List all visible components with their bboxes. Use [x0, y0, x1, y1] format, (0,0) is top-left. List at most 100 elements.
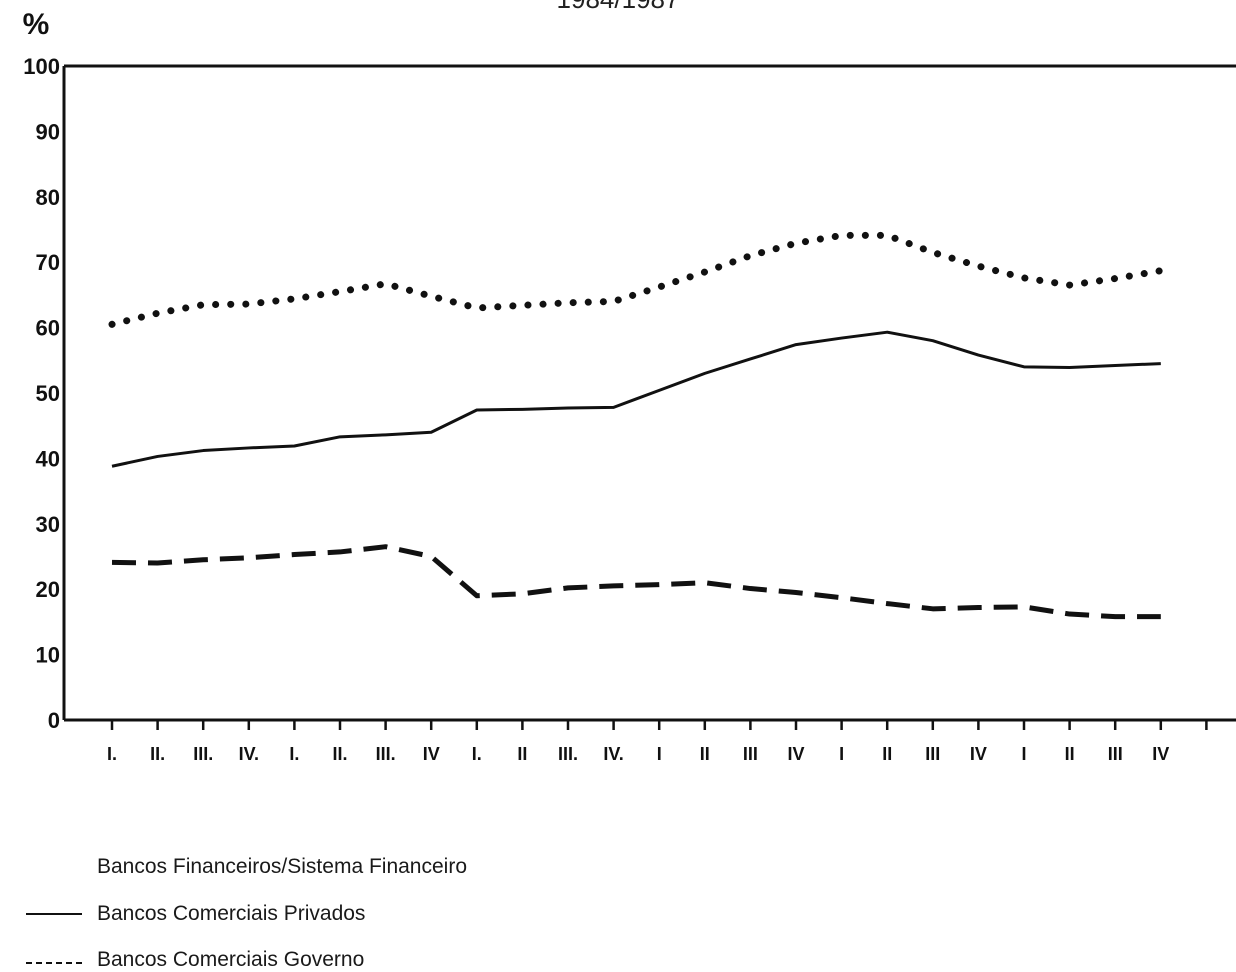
data-point — [337, 289, 343, 295]
x-tick-label: III. — [193, 744, 213, 764]
x-tick-label: IV. — [603, 744, 623, 764]
data-point — [519, 302, 525, 308]
legend-swatch-dashed — [26, 962, 82, 964]
data-point — [930, 606, 936, 612]
y-axis-unit-label: % — [23, 8, 50, 41]
x-tick-label: I — [657, 744, 662, 764]
data-point — [1112, 614, 1118, 620]
data-point — [565, 300, 571, 306]
chart-title: 1984/1987 — [0, 0, 1236, 15]
data-point — [656, 387, 662, 393]
x-tick-label: II — [517, 744, 527, 764]
data-point — [1112, 276, 1118, 282]
data-point — [428, 554, 434, 560]
data-point — [474, 407, 480, 413]
data-point — [656, 582, 662, 588]
data-point — [930, 249, 936, 255]
data-point — [975, 352, 981, 358]
data-point — [291, 552, 297, 558]
data-point — [337, 549, 343, 555]
data-point — [109, 321, 115, 327]
data-point — [839, 232, 845, 238]
data-point — [702, 580, 708, 586]
data-point — [1021, 604, 1027, 610]
x-tick-label: I. — [107, 744, 117, 764]
data-point — [200, 557, 206, 563]
data-point — [565, 405, 571, 411]
data-point — [1067, 611, 1073, 617]
x-tick-label: II. — [150, 744, 165, 764]
data-point — [291, 296, 297, 302]
data-point — [656, 284, 662, 290]
x-tick-label: III — [1108, 744, 1123, 764]
series-line-dashed — [111, 544, 1161, 620]
data-point — [109, 559, 115, 565]
y-tick-label: 80 — [36, 185, 60, 210]
y-tick-label: 60 — [36, 316, 60, 341]
data-point — [793, 342, 799, 348]
data-point — [1112, 363, 1118, 369]
y-tick-label: 30 — [36, 512, 60, 537]
data-point — [200, 448, 206, 454]
data-point — [839, 335, 845, 341]
series-line-dotted — [108, 231, 1165, 328]
x-tick-label: II — [1065, 744, 1075, 764]
x-tick-label: I. — [472, 744, 482, 764]
y-tick-label: 50 — [36, 381, 60, 406]
x-tick-label: IV — [1152, 744, 1169, 764]
x-tick-label: IV — [423, 744, 440, 764]
data-point — [291, 443, 297, 449]
data-point — [383, 432, 389, 438]
data-point — [155, 560, 161, 566]
legend-swatch-solid — [26, 913, 82, 915]
y-tick-label: 70 — [36, 250, 60, 275]
data-point — [884, 232, 890, 238]
y-tick-label: 90 — [36, 119, 60, 144]
data-point — [474, 305, 480, 311]
x-tick-label: II — [882, 744, 892, 764]
data-point — [884, 601, 890, 607]
data-point — [793, 589, 799, 595]
series-layer — [108, 231, 1165, 620]
data-point — [155, 453, 161, 459]
legend-label-comerciais-privados: Bancos Comerciais Privados — [97, 902, 366, 925]
data-point — [747, 356, 753, 362]
data-point — [930, 338, 936, 344]
data-point — [428, 429, 434, 435]
y-tick-label: 40 — [36, 446, 60, 471]
data-point — [246, 301, 252, 307]
data-point — [1158, 361, 1164, 367]
data-point — [611, 298, 617, 304]
data-point — [519, 591, 525, 597]
x-tick-label: III — [743, 744, 758, 764]
x-tick-label: IV. — [239, 744, 259, 764]
data-point — [747, 586, 753, 592]
data-point — [611, 404, 617, 410]
data-point — [428, 293, 434, 299]
data-point — [884, 329, 890, 335]
data-point — [702, 370, 708, 376]
data-point — [565, 585, 571, 591]
data-point — [611, 583, 617, 589]
data-point — [1158, 268, 1164, 274]
data-point — [1067, 364, 1073, 370]
data-point — [747, 253, 753, 259]
data-point — [246, 555, 252, 561]
x-tick-label: III — [925, 744, 940, 764]
y-tick-label: 10 — [36, 643, 60, 668]
data-point — [702, 269, 708, 275]
y-tick-label: 0 — [48, 708, 60, 733]
series-line-solid — [111, 330, 1161, 468]
data-point — [975, 263, 981, 269]
data-point — [1158, 614, 1164, 620]
x-tick-label: III. — [376, 744, 396, 764]
data-point — [975, 605, 981, 611]
legend-label-sistema-financeiro: Bancos Financeiros/Sistema Financeiro — [97, 855, 468, 878]
y-tick-label: 100 — [23, 54, 60, 79]
x-tick-label: II. — [332, 744, 347, 764]
data-point — [519, 406, 525, 412]
data-point — [1021, 275, 1027, 281]
x-tick-label: III. — [558, 744, 578, 764]
